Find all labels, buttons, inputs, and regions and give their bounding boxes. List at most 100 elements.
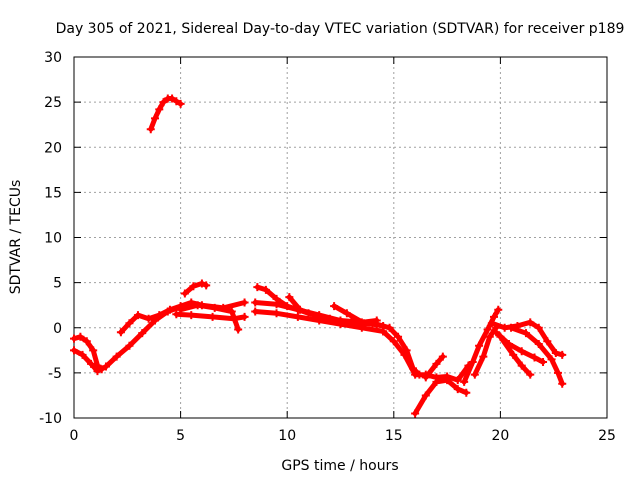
data-point: [453, 376, 462, 385]
series-line: [71, 304, 184, 374]
data-point: [87, 359, 96, 368]
data-point: [261, 285, 270, 294]
data-point: [151, 114, 160, 123]
series-arc-20: [496, 332, 535, 379]
data-point: [234, 325, 243, 334]
data-point: [411, 370, 420, 379]
data-point: [172, 97, 181, 106]
data-point: [272, 300, 281, 309]
data-point: [208, 312, 217, 321]
data-point: [101, 362, 110, 371]
data-point: [558, 379, 567, 388]
data-point: [125, 341, 134, 350]
data-point: [389, 337, 398, 346]
data-point: [485, 332, 494, 341]
series-arc-7: [176, 301, 243, 334]
data-point: [530, 353, 539, 362]
y-tick-label: 15: [44, 185, 62, 201]
data-point: [453, 385, 462, 394]
data-point: [526, 370, 535, 379]
data-point: [240, 312, 249, 321]
data-point: [330, 302, 339, 311]
data-point: [125, 319, 134, 328]
data-point: [517, 361, 526, 370]
data-point: [432, 359, 441, 368]
y-tick-label: -10: [39, 411, 62, 427]
data-point: [293, 312, 302, 321]
chart-title: Day 305 of 2021, Sidereal Day-to-day VTE…: [56, 21, 625, 37]
data-point: [146, 125, 155, 134]
data-point: [421, 373, 430, 382]
data-point: [487, 319, 496, 328]
data-point: [168, 94, 177, 103]
data-point: [165, 305, 174, 314]
data-point: [172, 310, 181, 319]
series-arc-6: [180, 279, 211, 298]
data-point: [400, 350, 409, 359]
data-point: [475, 341, 484, 350]
data-point: [155, 105, 164, 114]
series-line: [508, 325, 565, 387]
data-point: [159, 98, 168, 107]
data-point: [176, 305, 185, 314]
data-point: [76, 332, 85, 341]
data-point: [494, 305, 503, 314]
data-point: [432, 377, 441, 386]
data-point: [342, 309, 351, 318]
data-point: [438, 352, 447, 361]
data-point: [470, 370, 479, 379]
data-point: [89, 346, 98, 355]
data-point: [112, 352, 121, 361]
x-tick-label: 5: [176, 428, 185, 444]
data-point: [359, 319, 368, 328]
data-point: [543, 337, 552, 346]
data-point: [507, 323, 516, 332]
data-point: [253, 283, 262, 292]
series-line: [412, 377, 469, 416]
data-point: [133, 311, 142, 320]
data-point: [509, 350, 518, 359]
data-point: [70, 334, 78, 343]
data-point: [553, 368, 562, 377]
data-point: [285, 293, 294, 302]
y-tick-label: 30: [44, 50, 62, 66]
data-point: [138, 329, 147, 338]
data-point: [315, 312, 324, 321]
data-point: [189, 282, 198, 291]
data-point: [155, 311, 164, 320]
data-point: [336, 316, 345, 325]
data-point: [193, 301, 202, 310]
data-point: [534, 339, 543, 348]
data-point: [187, 311, 196, 320]
grid: [74, 57, 607, 418]
data-point: [180, 289, 189, 298]
data-point: [421, 391, 430, 400]
data-point: [539, 358, 548, 367]
series-arc-2: [70, 332, 106, 374]
y-tick-label: 25: [44, 95, 62, 111]
y-tick-label: 5: [53, 276, 62, 292]
data-point: [462, 388, 471, 397]
data-point: [379, 327, 388, 336]
data-point: [411, 409, 420, 418]
data-point: [551, 349, 560, 358]
data-point: [116, 328, 125, 337]
data-point: [372, 320, 381, 329]
data-point: [517, 347, 526, 356]
data-point: [468, 358, 477, 367]
x-tick-label: 20: [491, 428, 509, 444]
data-point: [443, 376, 452, 385]
data-point: [534, 323, 543, 332]
data-series: [70, 94, 567, 418]
data-point: [144, 314, 153, 323]
series-arc-14: [411, 376, 471, 418]
data-point: [227, 307, 236, 316]
data-point: [483, 325, 492, 334]
data-point: [496, 332, 505, 341]
data-point: [78, 350, 87, 359]
y-tick-label: 0: [53, 321, 62, 337]
data-point: [394, 332, 403, 341]
data-point: [240, 298, 249, 307]
data-point: [492, 328, 501, 337]
data-point: [82, 337, 91, 346]
